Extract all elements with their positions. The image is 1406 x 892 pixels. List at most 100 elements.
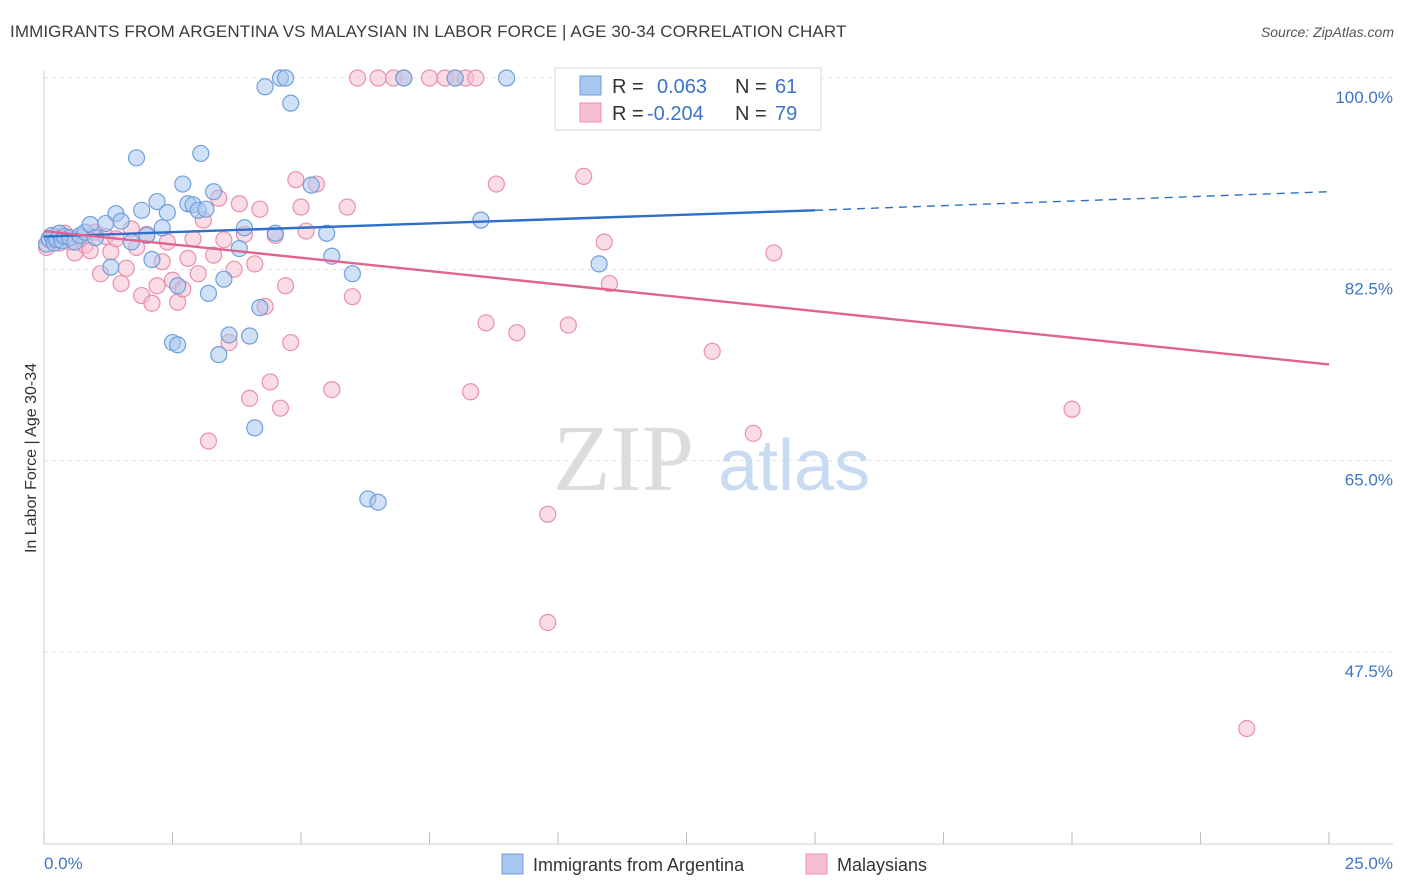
- malaysians-point-65: [462, 383, 480, 401]
- malaysians-point-42: [251, 200, 269, 218]
- malaysians-point-75: [703, 342, 721, 360]
- argentina-point-40: [230, 239, 248, 258]
- bottom-legend-argentina-swatch: [501, 853, 524, 875]
- argentina-point-35: [199, 284, 218, 302]
- malaysians-point-30: [189, 265, 207, 283]
- argentina-point-48: [282, 94, 300, 112]
- malaysians-point-64: [467, 69, 485, 87]
- legend-malaysians-r-label: R =: [612, 103, 644, 125]
- legend-box: R = 0.063 N = 61 R = -0.204 N = 79: [554, 67, 822, 131]
- legend-argentina-n-value: 61: [775, 76, 797, 98]
- argentina-point-27: [169, 336, 187, 354]
- malaysians-point-48: [282, 333, 300, 352]
- argentina-point-58: [472, 211, 490, 229]
- malaysians-point-38: [230, 195, 248, 213]
- argentina-point-38: [215, 270, 233, 288]
- malaysians-point-46: [271, 399, 290, 417]
- argentina-trend-extension: [814, 191, 1330, 211]
- y-tick-label-1: 82.5%: [1345, 279, 1393, 298]
- legend-malaysians-n-label: N =: [735, 103, 767, 125]
- watermark-atlas: atlas: [718, 426, 870, 506]
- malaysians-point-40: [241, 389, 259, 407]
- y-tick-label-2: 65.0%: [1345, 471, 1393, 490]
- argentina-point-50: [302, 176, 320, 194]
- argentina-point-37: [210, 346, 228, 364]
- malaysians-point-21: [143, 294, 161, 312]
- argentina-point-19: [127, 149, 146, 167]
- argentina-point-21: [138, 226, 156, 245]
- argentina-point-23: [148, 192, 166, 211]
- malaysians-point-74: [600, 274, 619, 293]
- argentina-point-42: [241, 327, 259, 345]
- legend-malaysians-n-value: 79: [775, 103, 797, 125]
- argentina-point-59: [498, 69, 516, 87]
- legend-argentina-r-label: R =: [612, 76, 644, 98]
- watermark-zip: ZIP: [553, 407, 694, 511]
- malaysians-point-79: [1238, 719, 1256, 738]
- argentina-point-16: [102, 258, 120, 276]
- argentina-point-53: [343, 265, 361, 283]
- trend-lines: [43, 191, 1330, 366]
- argentina-trend-line: [43, 209, 816, 238]
- malaysians-point-55: [343, 288, 361, 306]
- y-axis-tick-labels: 100.0% 82.5% 65.0% 47.5%: [1335, 88, 1393, 681]
- argentina-point-47: [276, 69, 295, 87]
- malaysians-point-66: [477, 314, 495, 332]
- malaysians-point-53: [323, 381, 341, 399]
- malaysians-point-69: [539, 505, 557, 523]
- malaysians-point-68: [508, 324, 526, 342]
- malaysians-point-32: [199, 432, 218, 450]
- x-tick-label-0: 0.0%: [44, 854, 83, 873]
- legend-argentina-n-label: N =: [735, 76, 767, 98]
- malaysians-point-70: [539, 613, 557, 632]
- argentina-point-39: [220, 326, 238, 344]
- malaysians-point-44: [261, 373, 279, 391]
- malaysians-point-73: [595, 233, 613, 251]
- malaysians-point-47: [276, 277, 295, 295]
- malaysians-point-76: [744, 424, 762, 442]
- argentina-point-25: [158, 203, 176, 222]
- argentina-point-28: [169, 277, 187, 295]
- malaysians-point-16: [117, 259, 135, 277]
- malaysians-point-56: [348, 69, 367, 87]
- argentina-point-33: [192, 144, 210, 163]
- legend-malaysians-swatch: [579, 102, 602, 123]
- malaysians-point-33: [205, 246, 223, 264]
- x-tick-label-1: 25.0%: [1345, 854, 1393, 873]
- argentina-point-20: [133, 201, 151, 219]
- malaysians-trend-line: [43, 229, 1330, 366]
- argentina-point-45: [256, 78, 274, 96]
- argentina-point-41: [235, 219, 254, 237]
- x-axis-ticks: 0.0% 25.0%: [43, 832, 1393, 873]
- malaysians-point-78: [1063, 400, 1081, 418]
- y-tick-label-0: 100.0%: [1335, 88, 1393, 107]
- y-tick-label-3: 47.5%: [1345, 662, 1393, 681]
- malaysians-point-57: [369, 69, 387, 87]
- grid-lines: [44, 77, 1393, 653]
- argentina-point-36: [205, 183, 223, 201]
- malaysians-point-41: [246, 255, 264, 273]
- watermark: ZIP atlas: [553, 407, 870, 511]
- malaysians-point-35: [215, 231, 233, 249]
- argentina-point-60: [590, 255, 608, 273]
- argentina-point-29: [174, 175, 192, 193]
- legend-argentina-r-value: 0.063: [657, 76, 707, 98]
- source-attribution: Source: ZipAtlas.com: [1260, 24, 1394, 40]
- malaysians-point-60: [420, 69, 439, 87]
- argentina-point-34: [197, 200, 215, 218]
- malaysians-point-49: [287, 171, 305, 189]
- legend-argentina-swatch: [579, 75, 602, 96]
- argentina-point-22: [143, 250, 161, 269]
- bottom-legend-argentina-label: Immigrants from Argentina: [533, 855, 745, 875]
- bottom-legend-malaysians-label: Malaysians: [837, 855, 927, 875]
- malaysians-point-77: [765, 244, 783, 262]
- malaysians-point-71: [559, 316, 577, 334]
- argentina-point-43: [246, 419, 264, 437]
- malaysians-point-29: [184, 230, 202, 248]
- malaysians-point-22: [148, 277, 166, 295]
- malaysians-point-15: [112, 274, 130, 293]
- series-argentina-points: [37, 69, 608, 511]
- axes: [43, 70, 1393, 845]
- argentina-point-56: [395, 69, 413, 87]
